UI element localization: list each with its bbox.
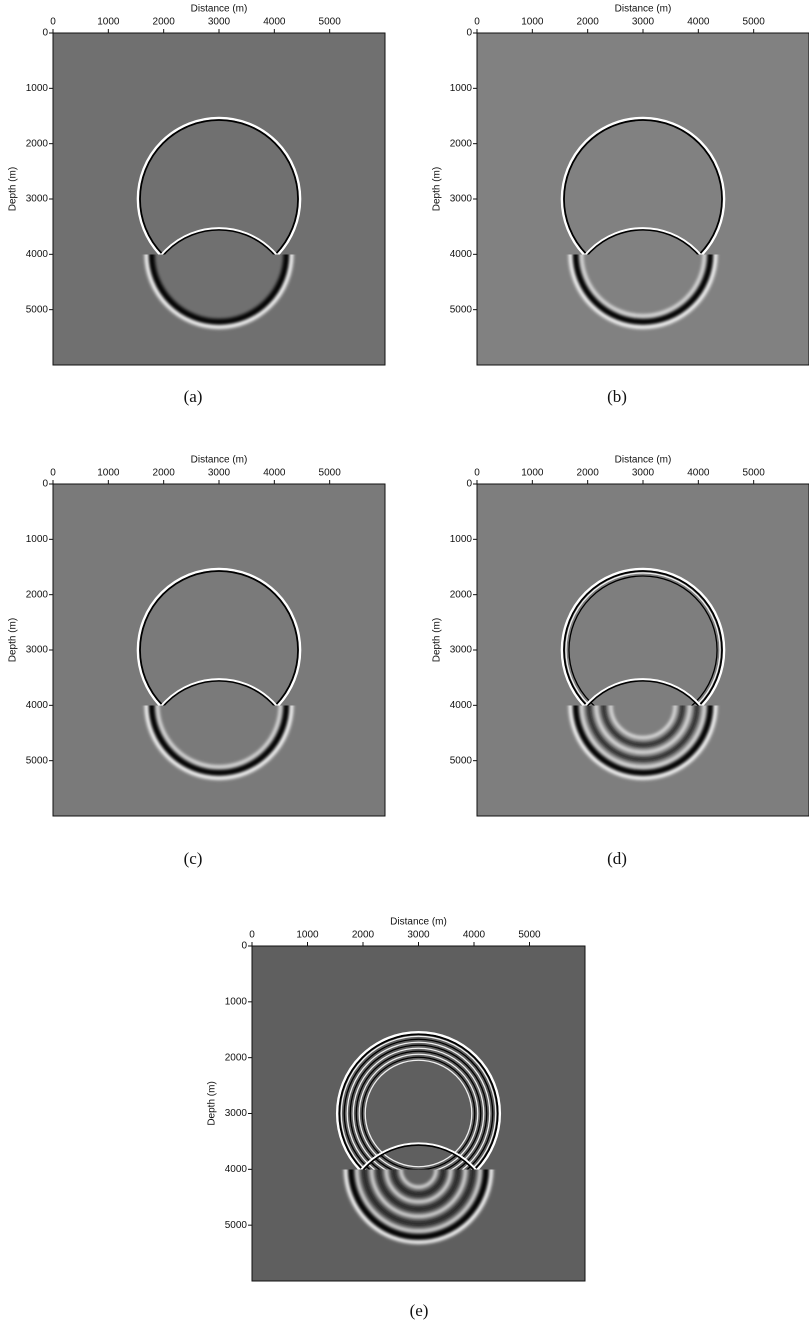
y-axis-label: Depth (m): [432, 167, 443, 211]
y-tick-label: 2000: [26, 138, 49, 149]
x-tick-label: 4000: [263, 17, 286, 28]
x-tick-label: 0: [474, 17, 480, 28]
x-tick-label: 2000: [577, 17, 600, 28]
x-tick-label: 3000: [632, 468, 655, 479]
y-tick-label: 1000: [450, 83, 473, 94]
y-tick-label: 0: [466, 479, 472, 490]
x-axis-label: Distance (m): [390, 917, 447, 928]
x-tick-label: 1000: [296, 930, 319, 941]
image-background: [53, 33, 385, 365]
y-tick-label: 5000: [26, 304, 49, 315]
y-tick-label: 1000: [26, 534, 49, 545]
y-tick-label: 2000: [450, 589, 473, 600]
y-tick-label: 4000: [26, 700, 49, 711]
caption: (e): [410, 1301, 429, 1320]
caption: (a): [184, 387, 203, 406]
x-axis-label: Distance (m): [191, 4, 248, 15]
y-tick-label: 5000: [450, 755, 473, 766]
x-tick-label: 4000: [687, 17, 710, 28]
y-axis-label: Depth (m): [207, 1081, 218, 1125]
x-tick-label: 3000: [407, 930, 430, 941]
y-tick-label: 3000: [225, 1108, 248, 1119]
y-tick-label: 0: [466, 28, 472, 39]
figure: 0 1000 2000 3000 4000 5000 0 1000 2000 3000 4000 50…: [0, 0, 809, 1333]
x-tick-label: 3000: [208, 17, 231, 28]
y-tick-label: 0: [42, 479, 48, 490]
y-tick-label: 1000: [225, 996, 248, 1007]
x-axis-label: Distance (m): [615, 4, 672, 15]
y-tick-label: 2000: [26, 589, 49, 600]
y-tick-label: 4000: [450, 700, 473, 711]
y-tick-label: 5000: [225, 1220, 248, 1231]
x-tick-label: 5000: [319, 17, 342, 28]
y-axis-label: Depth (m): [8, 167, 19, 211]
x-tick-label: 1000: [521, 17, 544, 28]
y-tick-label: 5000: [450, 304, 473, 315]
caption: (b): [607, 387, 627, 406]
x-tick-label: 4000: [463, 930, 486, 941]
x-tick-label: 2000: [153, 468, 176, 479]
x-tick-label: 0: [50, 17, 56, 28]
y-tick-label: 3000: [26, 194, 49, 205]
x-tick-label: 2000: [577, 468, 600, 479]
y-tick-label: 3000: [26, 645, 49, 656]
y-tick-label: 3000: [450, 645, 473, 656]
y-axis-label: Depth (m): [8, 618, 19, 662]
x-tick-label: 2000: [352, 930, 375, 941]
y-tick-label: 1000: [26, 83, 49, 94]
x-axis-label: Distance (m): [191, 455, 248, 466]
x-tick-label: 3000: [208, 468, 231, 479]
panel: 0 1000 2000 3000 4000 5000 0 1000 2000 3000 4000 50…: [8, 455, 385, 868]
y-tick-label: 0: [241, 941, 247, 952]
y-tick-label: 4000: [450, 249, 473, 260]
panel: 0 1000 2000 3000 4000 5000 0 1000 2000 3000 4000 50…: [207, 917, 585, 1320]
x-tick-label: 5000: [518, 930, 541, 941]
x-tick-label: 3000: [632, 17, 655, 28]
y-tick-label: 2000: [225, 1052, 248, 1063]
x-tick-label: 1000: [521, 468, 544, 479]
caption: (d): [607, 849, 627, 868]
page: {"panels": [ {"caption": "(a)", "x_label…: [0, 0, 809, 1333]
y-tick-label: 3000: [450, 194, 473, 205]
y-tick-label: 2000: [450, 138, 473, 149]
x-tick-label: 0: [249, 930, 255, 941]
y-tick-label: 4000: [225, 1164, 248, 1175]
y-axis-label: Depth (m): [432, 618, 443, 662]
x-tick-label: 0: [50, 468, 56, 479]
x-tick-label: 1000: [97, 468, 120, 479]
x-tick-label: 1000: [97, 17, 120, 28]
x-tick-label: 2000: [153, 17, 176, 28]
panel: 0 1000 2000 3000 4000 5000 0 1000 2000 3000 4000 50…: [432, 455, 809, 868]
panel: 0 1000 2000 3000 4000 5000 0 1000 2000 3000 4000 50…: [8, 4, 385, 406]
y-tick-label: 1000: [450, 534, 473, 545]
x-tick-label: 5000: [743, 17, 766, 28]
x-tick-label: 5000: [743, 468, 766, 479]
y-tick-label: 4000: [26, 249, 49, 260]
x-tick-label: 0: [474, 468, 480, 479]
x-tick-label: 4000: [263, 468, 286, 479]
caption: (c): [184, 849, 203, 868]
panel: 0 1000 2000 3000 4000 5000 0 1000 2000 3000 4000 50…: [432, 4, 809, 406]
y-tick-label: 5000: [26, 755, 49, 766]
y-tick-label: 0: [42, 28, 48, 39]
x-tick-label: 5000: [319, 468, 342, 479]
x-axis-label: Distance (m): [615, 455, 672, 466]
x-tick-label: 4000: [687, 468, 710, 479]
